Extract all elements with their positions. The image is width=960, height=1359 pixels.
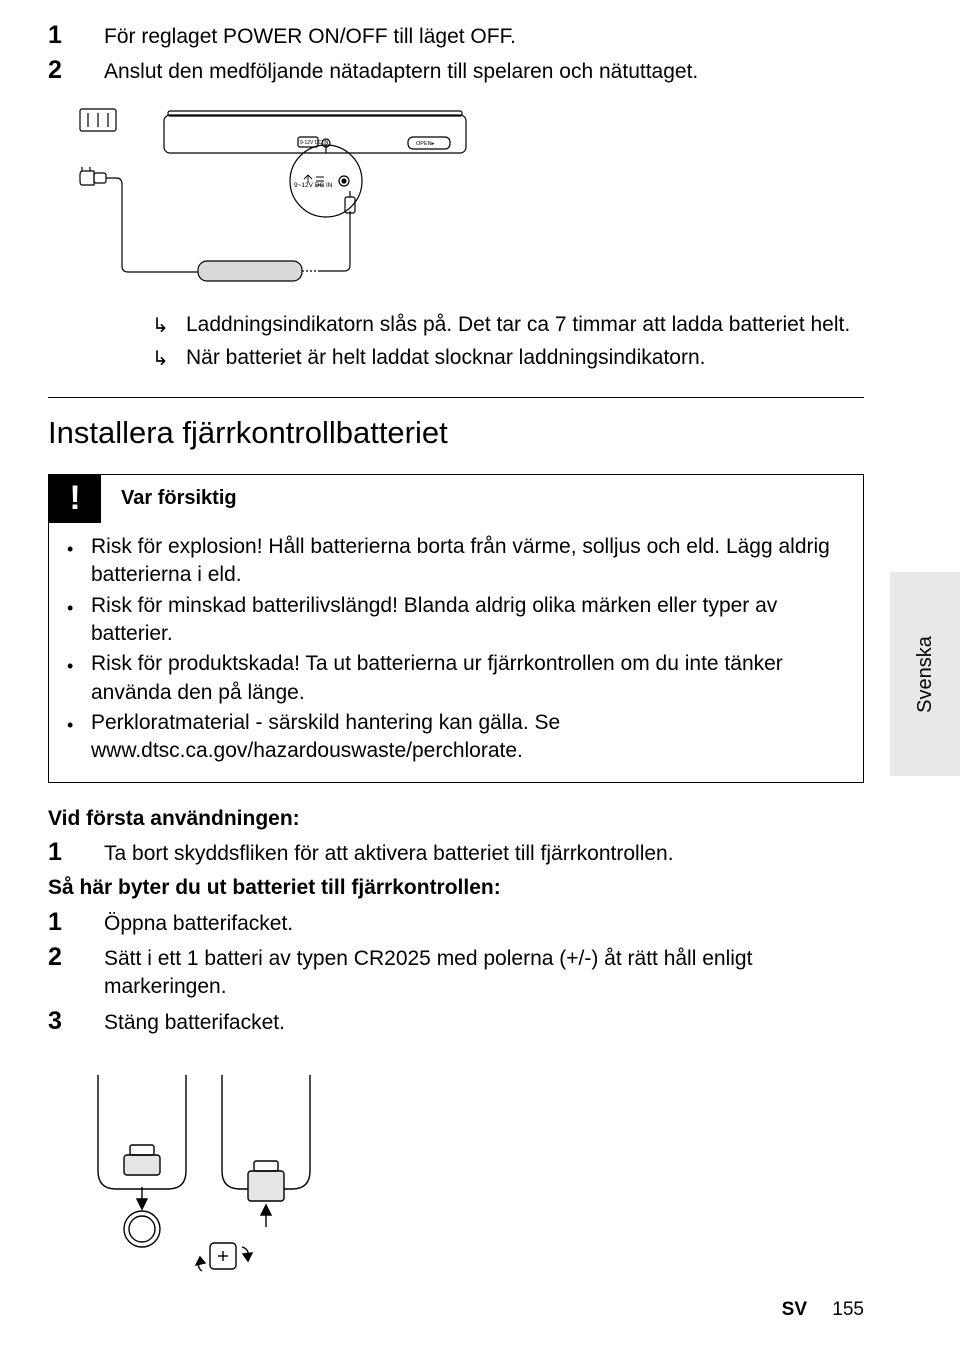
footer-page: 155 <box>832 1299 864 1320</box>
step-text: För reglaget POWER ON/OFF till läget OFF… <box>104 20 516 51</box>
bullet-text: Perkloratmaterial - särskild hantering k… <box>91 709 845 766</box>
result-text: När batteriet är helt laddat slocknar la… <box>186 344 705 373</box>
result-row: ↳ Laddningsindikatorn slås på. Det tar c… <box>152 311 864 340</box>
caution-title: Var försiktig <box>101 475 237 523</box>
step-row: 2 Sätt i ett 1 batteri av typen CR2025 m… <box>48 942 864 1002</box>
step-text: Sätt i ett 1 batteri av typen CR2025 med… <box>104 942 864 1002</box>
language-tab-text: Svenska <box>912 636 939 713</box>
step-text: Stäng batterifacket. <box>104 1006 285 1037</box>
step-row: 3 Stäng batterifacket. <box>48 1006 864 1037</box>
caution-icon: ! <box>49 475 101 523</box>
step-number: 2 <box>48 55 104 86</box>
bullet-text: Risk för produktskada! Ta ut batterierna… <box>91 650 845 707</box>
step-number: 1 <box>48 837 104 868</box>
arrow-icon: ↳ <box>152 344 186 373</box>
caution-bullet: Risk för produktskada! Ta ut batterierna… <box>67 650 845 707</box>
page-footer: SV 155 <box>782 1297 864 1323</box>
step-number: 2 <box>48 942 104 1002</box>
step-row: 1 För reglaget POWER ON/OFF till läget O… <box>48 20 864 51</box>
arrow-icon: ↳ <box>152 311 186 340</box>
open-label: OPEN▸ <box>416 141 435 147</box>
step-row: 1 Öppna batterifacket. <box>48 907 864 938</box>
bullet-text: Risk för minskad batterilivslängd! Bland… <box>91 592 845 649</box>
bullet-icon <box>67 709 91 766</box>
footer-lang: SV <box>782 1299 807 1320</box>
dc-label: 9~12V DC IN <box>294 182 333 189</box>
step-text: Öppna batterifacket. <box>104 907 293 938</box>
bullet-icon <box>67 533 91 590</box>
step-number: 1 <box>48 20 104 51</box>
divider <box>48 397 864 398</box>
step-number: 3 <box>48 1006 104 1037</box>
step-text: Ta bort skyddsfliken för att aktivera ba… <box>104 837 674 868</box>
caution-bullet: Perkloratmaterial - särskild hantering k… <box>67 709 845 766</box>
result-row: ↳ När batteriet är helt laddat slocknar … <box>152 344 864 373</box>
result-text: Laddningsindikatorn slås på. Det tar ca … <box>186 311 850 340</box>
step-number: 1 <box>48 907 104 938</box>
battery-diagram <box>90 1071 350 1281</box>
bullet-icon <box>67 592 91 649</box>
language-tab: Svenska <box>890 572 960 776</box>
bullet-text: Risk för explosion! Håll batterierna bor… <box>91 533 845 590</box>
first-use-heading: Vid första användningen: <box>48 805 864 833</box>
step-text: Anslut den medföljande nätadaptern till … <box>104 55 698 86</box>
caution-bullet: Risk för minskad batterilivslängd! Bland… <box>67 592 845 649</box>
replace-heading: Så här byter du ut batteriet till fjärrk… <box>48 874 864 902</box>
svg-text:9-12V DC IN: 9-12V DC IN <box>300 140 329 146</box>
section-title: Installera fjärrkontrollbatteriet <box>48 412 864 454</box>
step-row: 2 Anslut den medföljande nätadaptern til… <box>48 55 864 86</box>
charger-diagram: 9~12V DC IN OPEN▸ 9-12V DC IN <box>78 107 548 283</box>
step-row: 1 Ta bort skyddsfliken för att aktivera … <box>48 837 864 868</box>
caution-box: ! Var försiktig Risk för explosion! Håll… <box>48 474 864 783</box>
bullet-icon <box>67 650 91 707</box>
caution-bullet: Risk för explosion! Håll batterierna bor… <box>67 533 845 590</box>
